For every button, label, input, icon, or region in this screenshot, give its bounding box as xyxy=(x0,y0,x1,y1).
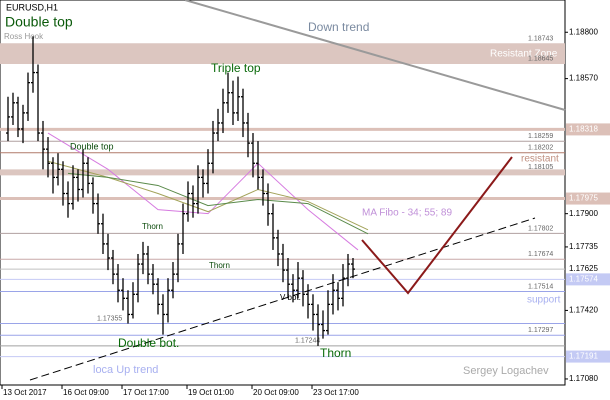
y-tick-label: 1.17735 xyxy=(569,242,598,251)
price-box xyxy=(566,263,610,276)
annotation: MA Fibo - 34; 55; 89 xyxy=(362,208,452,219)
y-tick-label: 1.17900 xyxy=(569,209,598,218)
annotation: resistant xyxy=(521,154,559,165)
y-tick-label: 1.17420 xyxy=(569,306,598,315)
x-tick-label: 19 Oct 01:00 xyxy=(188,388,234,397)
price-box xyxy=(566,350,610,363)
levels-layer xyxy=(0,43,565,358)
annotation: Down trend xyxy=(308,20,369,34)
level-label: 1.17297 xyxy=(528,327,553,334)
resistant-zone xyxy=(0,43,565,64)
price-label: 1.17975 xyxy=(569,194,598,203)
annotation: V-bot. xyxy=(280,293,301,302)
level-label: 1.18743 xyxy=(528,36,553,43)
price-label: 1.17574 xyxy=(569,274,598,283)
level-label: 1.17514 xyxy=(528,283,553,290)
annotation: loca Up trend xyxy=(93,364,158,376)
annotation: Thorn xyxy=(209,261,230,270)
price-box xyxy=(566,123,610,136)
plot-area xyxy=(0,0,566,386)
x-tick-label: 16 Oct 09:00 xyxy=(63,388,109,397)
annotation: Double top xyxy=(70,141,114,151)
price-box xyxy=(566,273,610,286)
level-label: 1.18105 xyxy=(528,164,553,171)
level-label: 1.17802 xyxy=(528,225,553,232)
x-tick-label: 17 Oct 17:00 xyxy=(123,388,169,397)
level-label: 1.18202 xyxy=(528,145,553,152)
moving-average xyxy=(47,132,359,251)
annotation: Thorn xyxy=(320,346,351,360)
price-label: 1.17191 xyxy=(569,352,598,361)
annotation: Triple top xyxy=(211,61,261,75)
price-box xyxy=(566,192,610,205)
y-tick-label: 1.18570 xyxy=(569,74,598,83)
x-tick-label: 23 Oct 17:00 xyxy=(313,388,359,397)
annotation: Thorn xyxy=(142,222,163,231)
price-label: 1.17625 xyxy=(569,264,598,273)
subtitle: Ross Hook xyxy=(4,32,44,41)
x-tick-label: 13 Oct 2017 xyxy=(3,388,47,397)
y-tick-label: 1.17080 xyxy=(569,374,598,383)
down-trend-line xyxy=(184,0,566,111)
zone-label: Resistant Zone xyxy=(490,48,558,59)
level-label: 1.17244 xyxy=(295,338,320,345)
moving-average xyxy=(67,172,369,235)
y-tick-label: 1.18800 xyxy=(569,27,598,36)
x-tick-label: 20 Oct 09:00 xyxy=(253,388,299,397)
annotation: Double bot. xyxy=(118,336,179,350)
level-label: 1.18259 xyxy=(528,133,553,140)
symbol: EURUSD,H1 xyxy=(6,2,58,12)
forecast-path xyxy=(361,156,513,295)
up-trend-line xyxy=(29,217,536,381)
level-label: 1.18645 xyxy=(528,55,553,62)
annotation: Sergey Logachev xyxy=(463,365,549,377)
level-label: 1.17674 xyxy=(528,251,553,258)
chart-title: Double top xyxy=(5,14,73,30)
level-label: 1.17355 xyxy=(97,315,122,322)
annotation: support xyxy=(527,295,561,306)
price-label: 1.18318 xyxy=(569,125,598,134)
